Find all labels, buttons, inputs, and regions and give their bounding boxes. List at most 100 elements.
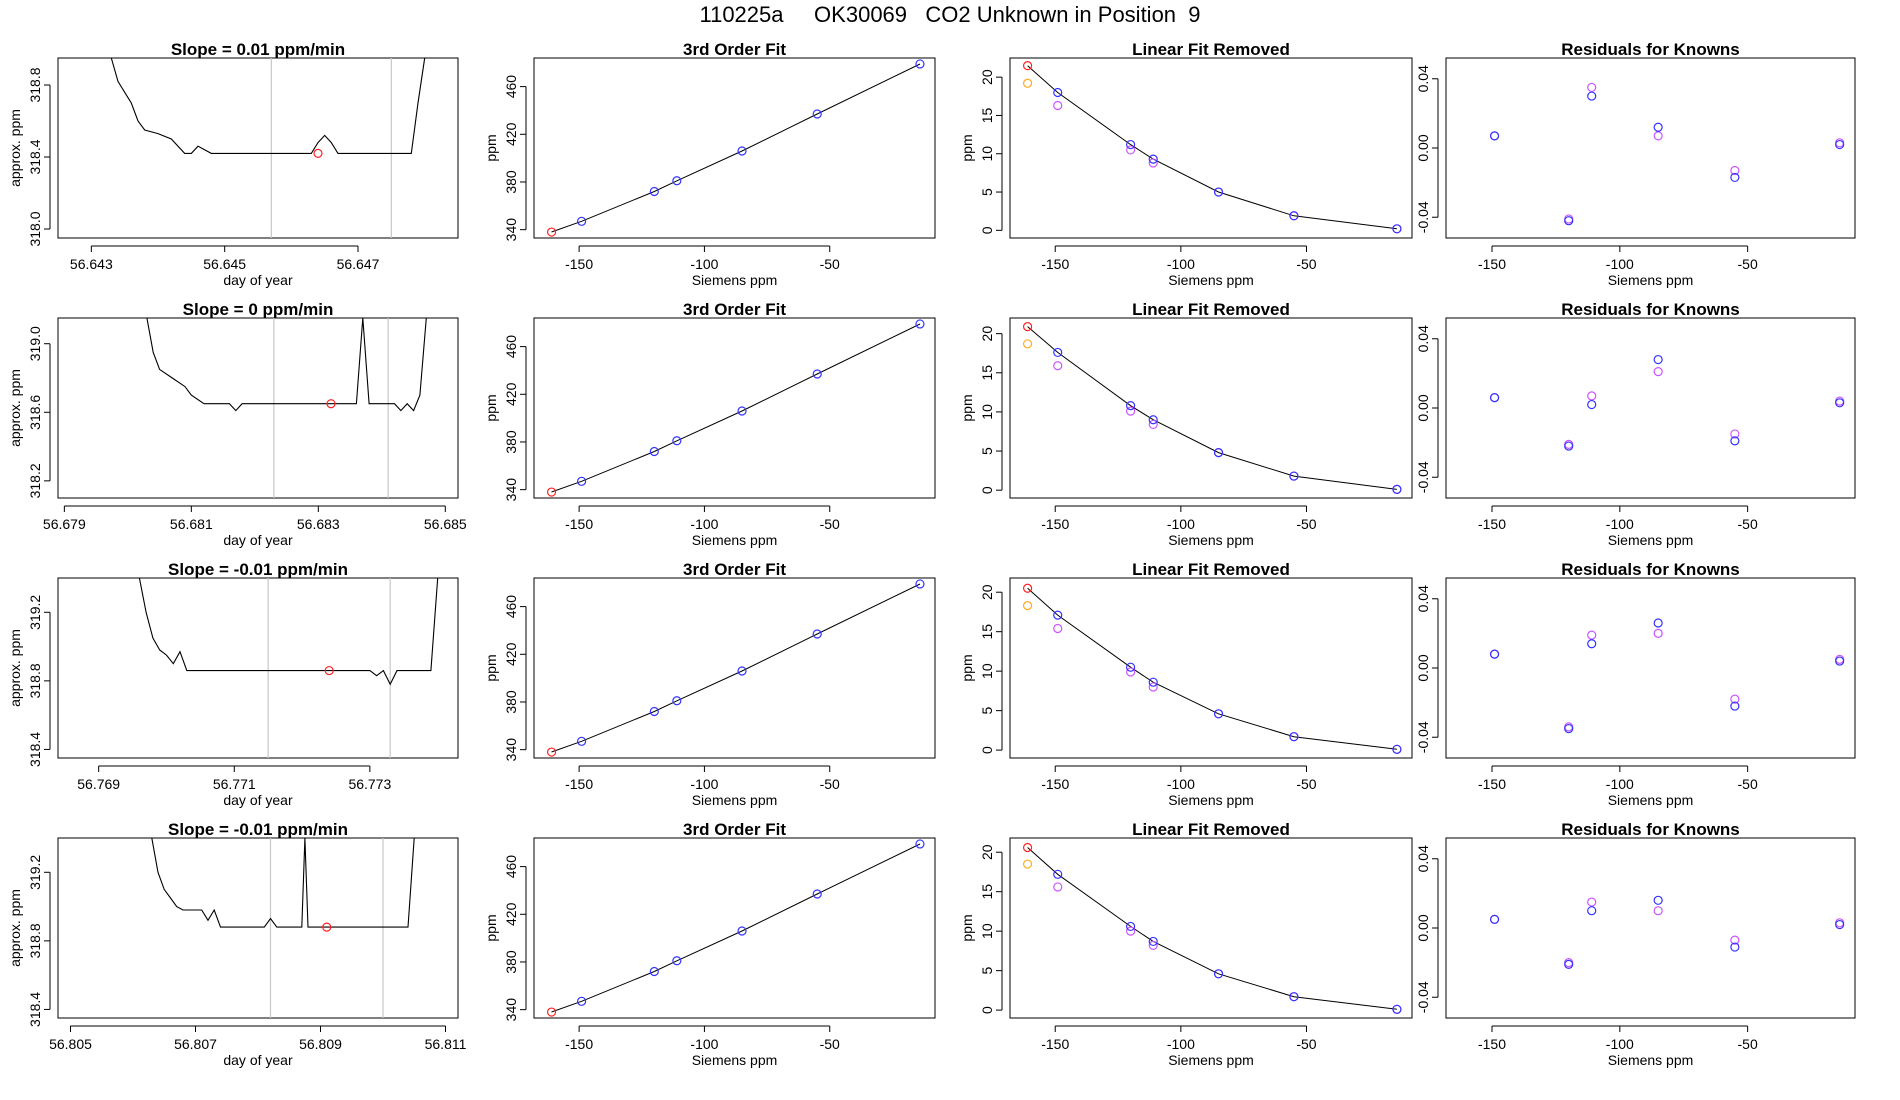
panel-4-3-fit-curve [1027, 847, 1397, 1010]
panel-4-3-y-tick-label: 10 [979, 923, 995, 939]
panel-2-3-y-tick-label: 0 [979, 486, 995, 494]
panel-3-4-known-point [1653, 618, 1663, 628]
panel-2-3-known-point [1289, 471, 1299, 481]
panel-1-2-y-tick-label: 460 [503, 75, 519, 99]
panel-3-2-unknown-point [546, 747, 557, 757]
panel-3-1-frame [57, 577, 459, 759]
panel-1-3-unknown-alt-point [1022, 78, 1033, 88]
panel-4-2-x-tick-label: -100 [690, 1036, 718, 1052]
panel-3-2-known-point [915, 579, 925, 589]
panel-2-2-known-point [649, 446, 659, 457]
panel-1-1-y-label: approx. ppm [7, 109, 23, 187]
panel-3-2-known-point [649, 706, 659, 717]
panel-4-2-y-label: ppm [483, 914, 499, 941]
panel-1-4-alt-point [1730, 165, 1740, 176]
panel-1-3-frame [1009, 57, 1413, 239]
panel-2-3-known-point [1125, 401, 1136, 411]
panel-2-2-known-point [812, 369, 822, 379]
panel-3-2-y-tick-label: 460 [503, 595, 519, 619]
panel-1-1-y-tick-label: 318.8 [27, 67, 43, 102]
panel-4-3-frame [1009, 837, 1413, 1019]
panel-2-3-x-tick-label: -100 [1167, 516, 1195, 532]
panel-1-2-fit-line [551, 63, 921, 233]
panel-4-1-x-tick-label: 56.809 [299, 1036, 342, 1052]
page-title: 110225a OK30069 CO2 Unknown in Position … [699, 2, 1201, 27]
panel-2-1-y-label: approx. ppm [7, 369, 23, 447]
panel-3-3-known-point [1148, 677, 1158, 687]
panel-4-2-known-point [577, 996, 587, 1006]
panel-3-2-x-tick-label: -100 [690, 776, 718, 792]
panel-2-4-x-tick-label: -150 [1478, 516, 1506, 532]
panel-3-2-known-point [737, 666, 747, 676]
panel-3-3-y-tick-label: 10 [979, 663, 995, 679]
panel-2-3-alt-point [1148, 419, 1158, 430]
panel-3-4-title: Residuals for Knowns [1561, 560, 1740, 579]
panel-2-4-y-tick-label: -0.04 [1415, 461, 1431, 493]
panel-1-3-y-tick-label: 5 [979, 188, 995, 196]
panel-2-2-y-tick-label: 340 [503, 478, 519, 502]
panel-2-4-known-point [1653, 354, 1663, 365]
panel-3-3-alt-point [1053, 623, 1063, 634]
panel-3-1-x-tick-label: 56.769 [77, 776, 120, 792]
panel-3-4-alt-point [1730, 694, 1740, 704]
panel-3-2-y-tick-label: 380 [503, 690, 519, 714]
panel-3-2-y-tick-label: 420 [503, 642, 519, 666]
panel-1-3-y-label: ppm [959, 134, 975, 161]
panel-2-4-alt-point [1730, 429, 1740, 439]
panel-2-3-x-tick-label: -150 [1041, 516, 1069, 532]
panel-1-3-unknown-point [1022, 61, 1033, 71]
panel-1-4-x-tick-label: -150 [1478, 256, 1506, 272]
panel-2-3-y-tick-label: 15 [979, 365, 995, 381]
panel-1-1-mean-marker [313, 148, 323, 158]
panel-4-3-x-tick-label: -50 [1296, 1036, 1316, 1052]
panel-4-3-known-point [1289, 992, 1299, 1002]
panel-4-3-known-point [1053, 869, 1063, 879]
panel-3-1-y-tick-label: 319.2 [27, 595, 43, 630]
panel-4-3-y-tick-label: 20 [979, 844, 995, 860]
panel-1-2-known-point [812, 109, 822, 119]
panel-2-1-x-label: day of year [223, 532, 293, 548]
panel-4-2-y-tick-label: 420 [503, 902, 519, 926]
panel-2-3-y-label: ppm [959, 394, 975, 421]
panel-2-3-known-point [1053, 347, 1063, 358]
panel-2-4-x-tick-label: -100 [1606, 516, 1634, 532]
panel-2-4-x-tick-label: -50 [1738, 516, 1758, 532]
panel-1-4-alt-point [1653, 131, 1663, 141]
panel-3-4-frame [1445, 577, 1856, 759]
panel-1-2-title: 3rd Order Fit [683, 40, 786, 59]
panel-4-2-known-point [672, 956, 682, 966]
panel-1-4-known-point [1653, 122, 1663, 132]
panel-2-2-known-point [915, 319, 925, 329]
panel-3-2-x-tick-label: -50 [820, 776, 840, 792]
panel-2-3-alt-point [1125, 406, 1136, 416]
panel-2-2-fit-line [551, 323, 921, 493]
panel-4-3-x-tick-label: -150 [1041, 1036, 1069, 1052]
panel-4-4-x-label: Siemens ppm [1608, 1052, 1694, 1068]
panel-1-2-known-point [672, 176, 682, 186]
panel-1-4-known-point [1730, 172, 1740, 183]
panel-4-3-alt-point [1148, 940, 1158, 950]
panel-3-1-title: Slope = -0.01 ppm/min [168, 560, 348, 579]
panel-1-4-y-tick-label: -0.04 [1415, 201, 1431, 233]
panel-4-3-alt-point [1053, 882, 1063, 892]
panel-1-2-known-point [577, 216, 587, 226]
panel-2-3-unknown-alt-point [1022, 339, 1033, 349]
panel-4-2-known-point [812, 889, 822, 899]
panel-4-4-known-point [1564, 959, 1574, 969]
panel-3-3-y-tick-label: 5 [979, 707, 995, 715]
panel-2-3-y-tick-label: 10 [979, 404, 995, 420]
panel-4-1-x-tick-label: 56.807 [174, 1036, 217, 1052]
panel-1-4-x-tick-label: -50 [1738, 256, 1758, 272]
panel-3-3-unknown-point [1022, 583, 1033, 593]
panel-3-1-trace-line [138, 577, 439, 686]
panel-1-3-known-point [1392, 224, 1402, 234]
panel-2-4-x-label: Siemens ppm [1608, 532, 1694, 548]
panel-4-3-y-tick-label: 5 [979, 967, 995, 975]
panel-4-2-y-tick-label: 340 [503, 998, 519, 1022]
panel-1-2-unknown-point [546, 227, 557, 237]
panel-3-4-x-tick-label: -100 [1606, 776, 1634, 792]
panel-4-1-x-tick-label: 56.805 [49, 1036, 92, 1052]
panel-3-4-alt-point [1653, 628, 1663, 638]
panel-4-4-x-tick-label: -150 [1478, 1036, 1506, 1052]
panel-1-1-x-tick-label: 56.645 [203, 256, 246, 272]
